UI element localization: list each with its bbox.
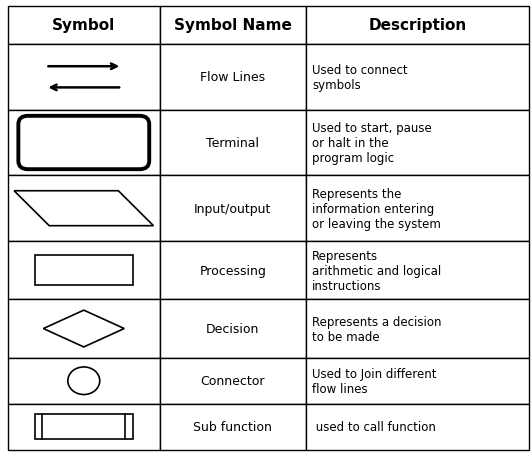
Bar xyxy=(160,300,306,358)
Text: Used to start, pause
or halt in the
program logic: Used to start, pause or halt in the prog… xyxy=(312,122,432,165)
Text: Processing: Processing xyxy=(200,264,266,277)
Bar xyxy=(160,404,306,450)
Bar xyxy=(8,176,160,241)
Text: Sub function: Sub function xyxy=(193,420,272,433)
Bar xyxy=(35,414,132,439)
Bar xyxy=(8,111,160,176)
Bar xyxy=(160,241,306,300)
Bar xyxy=(160,45,306,111)
Bar xyxy=(35,256,132,285)
Text: Symbol Name: Symbol Name xyxy=(174,18,292,34)
Bar xyxy=(160,176,306,241)
Bar xyxy=(8,45,160,111)
Text: Represents
arithmetic and logical
instructions: Represents arithmetic and logical instru… xyxy=(312,249,442,292)
FancyBboxPatch shape xyxy=(18,117,149,170)
Bar xyxy=(8,241,160,300)
Text: Description: Description xyxy=(369,18,467,34)
Text: Used to connect
symbols: Used to connect symbols xyxy=(312,64,408,92)
Text: Represents a decision
to be made: Represents a decision to be made xyxy=(312,315,442,343)
Bar xyxy=(306,7,529,45)
Bar xyxy=(306,45,529,111)
Bar xyxy=(8,300,160,358)
Bar xyxy=(8,7,160,45)
Circle shape xyxy=(68,367,99,395)
Bar xyxy=(306,241,529,300)
Polygon shape xyxy=(43,310,124,347)
Bar xyxy=(306,300,529,358)
Bar xyxy=(306,404,529,450)
Bar xyxy=(8,404,160,450)
Bar xyxy=(160,111,306,176)
Bar xyxy=(160,7,306,45)
Text: Decision: Decision xyxy=(206,322,260,336)
Text: Input/output: Input/output xyxy=(194,202,271,215)
Text: used to call function: used to call function xyxy=(312,420,436,433)
Text: Used to Join different
flow lines: Used to Join different flow lines xyxy=(312,367,437,395)
Text: Connector: Connector xyxy=(201,375,265,387)
Bar xyxy=(8,358,160,404)
Polygon shape xyxy=(14,191,153,226)
Bar xyxy=(160,358,306,404)
Bar xyxy=(306,111,529,176)
Text: Represents the
information entering
or leaving the system: Represents the information entering or l… xyxy=(312,187,441,230)
Text: Flow Lines: Flow Lines xyxy=(200,71,265,84)
Bar xyxy=(306,358,529,404)
Text: Terminal: Terminal xyxy=(206,137,259,150)
Bar xyxy=(306,176,529,241)
Text: Symbol: Symbol xyxy=(52,18,115,34)
